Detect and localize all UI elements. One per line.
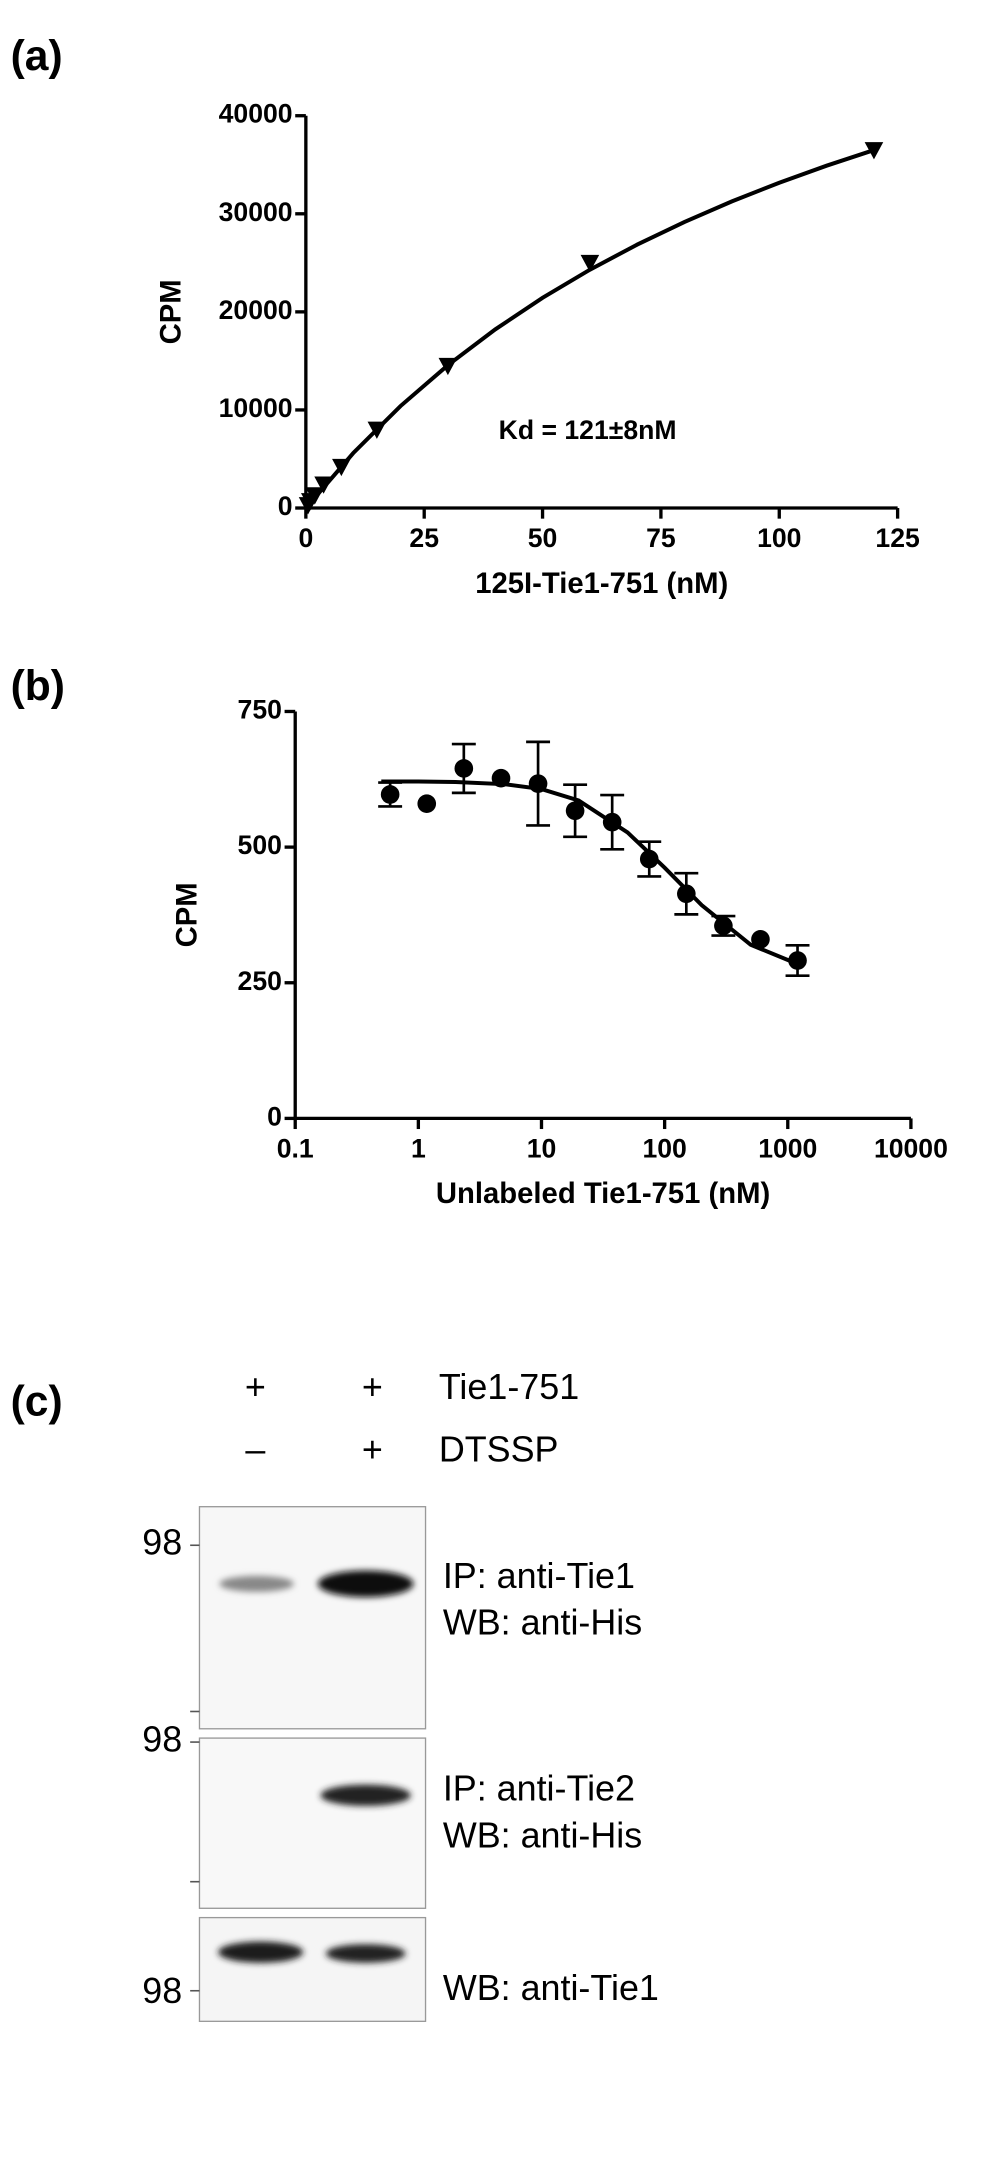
- blot-label: WB: anti-His: [443, 1603, 642, 1643]
- x-tick-label: 100: [757, 523, 801, 553]
- lane-sign: +: [362, 1367, 383, 1407]
- blot-box: [198, 1737, 427, 1909]
- fit-line: [381, 779, 801, 967]
- x-tick-label: 75: [646, 523, 676, 553]
- band: [320, 1784, 411, 1806]
- x-tick-label: 10: [527, 1133, 557, 1163]
- blot-box: [198, 1506, 427, 1730]
- y-axis-title: CPM: [172, 882, 204, 947]
- band: [317, 1570, 414, 1598]
- band: [325, 1944, 406, 1963]
- lane-sign: +: [245, 1367, 266, 1407]
- y-tick-label: 250: [238, 966, 282, 996]
- y-tick-label: 0: [267, 1101, 282, 1131]
- x-tick-label: 125: [875, 523, 920, 553]
- x-tick-label: 100: [642, 1133, 686, 1163]
- x-tick-label: 0.1: [277, 1133, 314, 1163]
- y-tick-label: 10000: [219, 393, 293, 423]
- panel-label: (c): [11, 1378, 63, 1426]
- row-label: DTSSP: [439, 1430, 559, 1470]
- point: [417, 794, 437, 814]
- point: [380, 785, 400, 804]
- point: [788, 951, 807, 970]
- x-tick-label: 1000: [758, 1133, 817, 1163]
- blot-label: IP: anti-Tie1: [443, 1556, 635, 1596]
- point: [751, 930, 770, 949]
- band: [218, 1941, 304, 1963]
- y-axis-title: CPM: [156, 279, 188, 344]
- y-tick-label: 750: [238, 695, 282, 725]
- row-label: Tie1-751: [439, 1367, 579, 1407]
- x-tick-label: 50: [528, 523, 558, 553]
- point: [677, 884, 696, 904]
- x-axis-title: 125I-Tie1-751 (nM): [475, 568, 728, 600]
- lane-sign: +: [362, 1430, 383, 1470]
- x-axis-title: Unlabeled Tie1-751 (nM): [436, 1178, 770, 1210]
- fit-line: [304, 148, 875, 510]
- lane-sign: –: [245, 1430, 265, 1470]
- point: [639, 849, 659, 869]
- x-tick-label: 10000: [874, 1133, 948, 1163]
- marker-label: 98: [142, 1971, 182, 2011]
- y-tick-label: 20000: [219, 295, 293, 325]
- y-tick-label: 500: [238, 830, 282, 860]
- marker-label: 98: [142, 1523, 182, 1563]
- point: [454, 759, 474, 778]
- blot-label: WB: anti-His: [443, 1815, 642, 1855]
- x-tick-label: 0: [298, 523, 313, 553]
- blot-label: WB: anti-Tie1: [443, 1968, 659, 2008]
- blot-box: [198, 1916, 427, 2022]
- y-tick-label: 30000: [219, 197, 293, 227]
- blot-panel: (c) + + Tie1-751 – + DTSSP 98 98 98 IP: …: [11, 1367, 659, 2022]
- y-tick-label: 0: [278, 491, 293, 521]
- marker-label: 98: [142, 1720, 182, 1760]
- panel-label: (a): [11, 32, 63, 80]
- band: [219, 1575, 294, 1592]
- y-tick-label: 40000: [219, 99, 293, 129]
- x-tick-label: 1: [411, 1133, 426, 1163]
- annotation: Kd = 121±8nM: [499, 415, 677, 445]
- point: [580, 254, 600, 273]
- point: [565, 801, 585, 821]
- blot-label: IP: anti-Tie2: [443, 1769, 635, 1809]
- panel-label: (b): [11, 662, 65, 710]
- x-tick-label: 25: [409, 523, 439, 553]
